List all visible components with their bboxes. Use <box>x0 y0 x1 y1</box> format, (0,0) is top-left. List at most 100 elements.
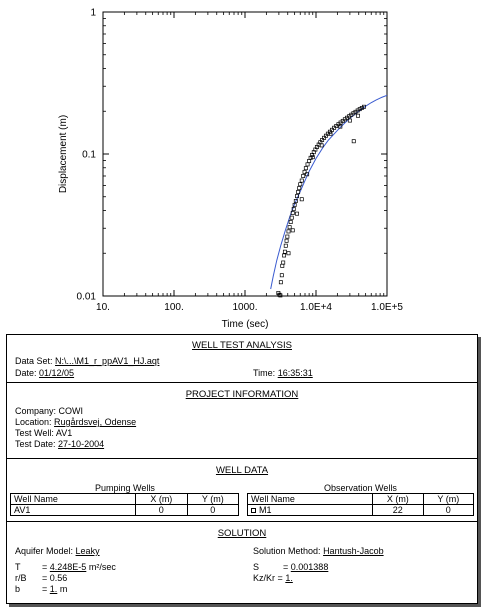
t-unit: m²/sec <box>88 562 116 572</box>
y-tick-label: 1 <box>90 8 96 19</box>
y-cell: 0 <box>186 504 240 516</box>
plot-area <box>102 11 388 297</box>
s-label: S <box>253 562 260 572</box>
test-date-line: Test Date: 27-10-2004 <box>15 439 104 449</box>
test-well-line: Test Well: AV1 <box>15 428 72 438</box>
data-point <box>301 174 306 178</box>
fit-curve-layer <box>270 94 387 290</box>
rb-label: r/B <box>15 573 27 583</box>
data-point <box>325 131 330 136</box>
equals-sign: = <box>42 562 48 572</box>
observation-wells-table: Well Name X (m) Y (m) M1 22 0 <box>247 493 475 516</box>
well-name-cell: M1 <box>247 504 373 516</box>
solution-method-value: Hantush-Jacob <box>323 546 384 556</box>
well-data-title: WELL DATA <box>215 465 269 476</box>
data-point <box>286 229 291 234</box>
data-point <box>278 293 283 298</box>
location-value: Rugårdsvej, Odense <box>54 417 137 427</box>
aquifer-model-value: Leaky <box>75 546 100 556</box>
col-x: X (m) <box>135 493 188 505</box>
observation-wells-heading: Observation Wells <box>324 483 397 493</box>
test-date-value: 27-10-2004 <box>58 439 105 449</box>
col-y: Y (m) <box>186 493 240 505</box>
data-point <box>286 251 291 256</box>
well-name-cell: AV1 <box>10 504 136 516</box>
y-cell: 0 <box>422 504 475 516</box>
observation-marker-icon <box>251 508 256 514</box>
data-point <box>289 215 294 220</box>
data-point <box>299 197 304 202</box>
pumping-wells-heading: Pumping Wells <box>95 483 155 493</box>
project-information-title: PROJECT INFORMATION <box>185 389 299 400</box>
data-point <box>284 238 289 243</box>
divider <box>7 458 477 459</box>
axis-ticks <box>102 11 388 297</box>
company-label: Company: <box>15 406 57 416</box>
time-label: Time: <box>253 368 276 378</box>
data-point <box>347 118 352 123</box>
data-point <box>323 133 328 138</box>
date-label: Date: <box>15 368 37 378</box>
data-point <box>328 131 333 136</box>
b-value-line: = 1. m <box>42 584 67 594</box>
well-test-analysis-title: WELL TEST ANALYSIS <box>192 340 292 351</box>
equals-sign: = <box>42 584 48 594</box>
data-point <box>280 263 285 268</box>
col-well-name: Well Name <box>247 493 373 505</box>
equals-sign: = <box>42 573 48 583</box>
data-point <box>310 155 315 160</box>
company-value: COWI <box>58 406 84 416</box>
data-points-layer <box>276 104 366 298</box>
location-label: Location: <box>15 417 52 427</box>
y-tick-label: 0.01 <box>77 292 97 303</box>
data-point <box>338 124 343 129</box>
data-point <box>281 260 286 265</box>
analysis-report: WELL TEST ANALYSIS Data Set: N:\...\M1_r… <box>6 334 478 604</box>
data-point <box>282 253 287 258</box>
data-set-line: Data Set: N:\...\M1_r_ppAV1_HJ.aqt <box>15 356 159 366</box>
data-point <box>285 234 290 239</box>
b-unit: m <box>59 584 68 594</box>
divider <box>7 382 477 383</box>
x-tick-label: 1.0E+5 <box>371 302 403 313</box>
data-point <box>351 139 356 144</box>
fit-curve <box>270 94 387 290</box>
data-point <box>290 211 295 215</box>
aquifer-model-line: Aquifer Model: Leaky <box>15 546 100 556</box>
data-set-label: Data Set: <box>15 356 53 366</box>
data-point <box>283 243 288 248</box>
data-point <box>305 162 310 167</box>
rb-value: 0.56 <box>49 573 68 583</box>
location-line: Location: Rugårdsvej, Odense <box>15 417 136 427</box>
data-point <box>320 138 325 142</box>
table-header-row: Well Name X (m) Y (m) <box>247 493 475 505</box>
data-point <box>307 159 312 163</box>
data-point <box>361 104 366 109</box>
pumping-wells-table: Well Name X (m) Y (m) AV1 0 0 <box>10 493 240 516</box>
data-point <box>299 178 304 183</box>
data-point <box>302 169 307 174</box>
t-value-line: = 4.248E-5 m²/sec <box>42 562 116 572</box>
s-value-line: = 0.001388 <box>283 562 328 572</box>
data-point <box>278 280 283 285</box>
b-value: 1. <box>49 584 58 594</box>
x-axis-label: Time (sec) <box>222 319 269 330</box>
kzkr-line: Kz/Kr = 1. <box>253 573 293 583</box>
x-tick-label: 100. <box>164 302 183 313</box>
data-point <box>298 182 303 187</box>
table-row: AV1 0 0 <box>10 504 240 516</box>
data-point <box>296 190 301 194</box>
time-line: Time: 16:35:31 <box>253 368 313 378</box>
data-point <box>287 225 292 230</box>
data-point <box>290 228 295 233</box>
x-cell: 0 <box>135 504 188 516</box>
y-tick-label: 0.1 <box>82 150 96 161</box>
x-tick-label: 1.0E+4 <box>300 302 332 313</box>
data-point <box>292 202 297 207</box>
col-x: X (m) <box>372 493 424 505</box>
test-date-label: Test Date: <box>15 439 56 449</box>
test-well-label: Test Well: <box>15 428 54 438</box>
solution-title: SOLUTION <box>217 528 267 539</box>
divider <box>7 521 477 522</box>
t-value: 4.248E-5 <box>49 562 87 572</box>
